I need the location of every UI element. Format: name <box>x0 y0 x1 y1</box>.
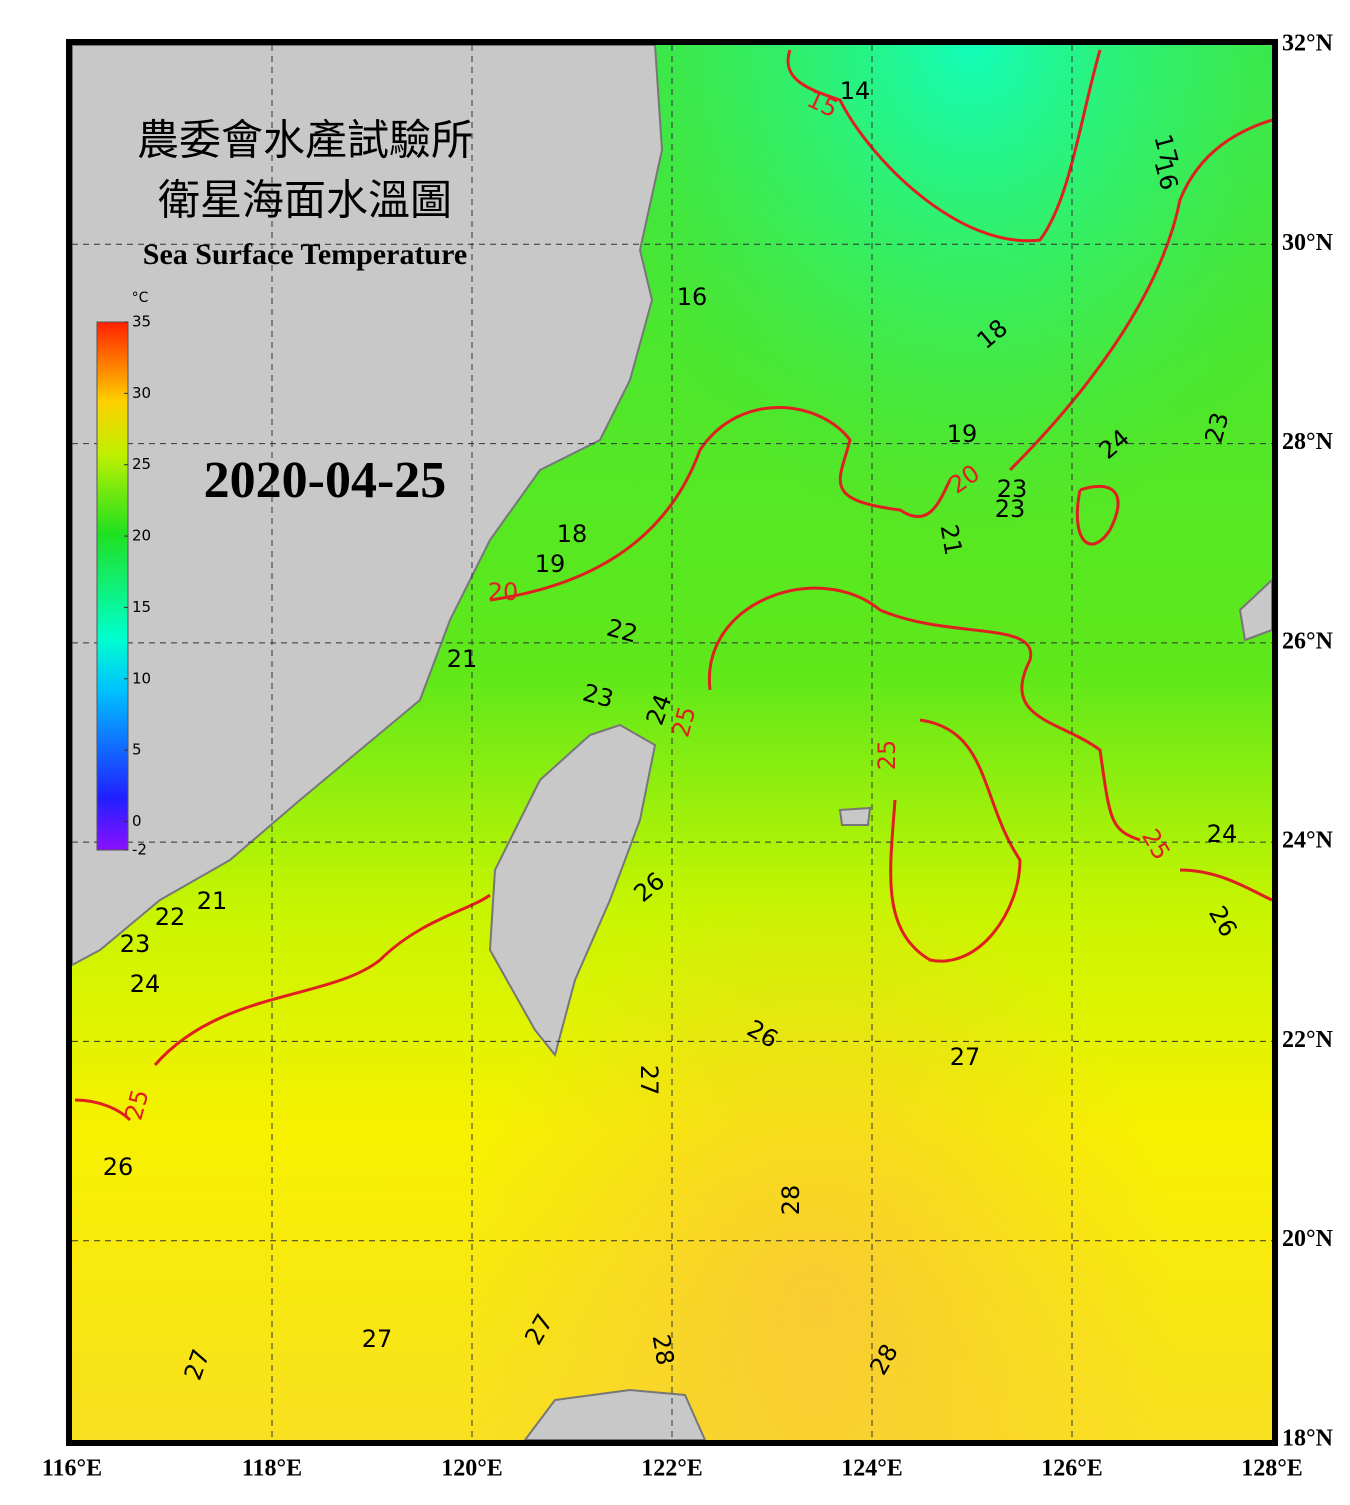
contour-label: 21 <box>447 645 478 673</box>
colorbar-tick-label: -2 <box>132 841 147 859</box>
isotherm <box>1008 118 1272 472</box>
contour-label: 21 <box>197 887 228 915</box>
x-tick-label: 116°E <box>42 1456 102 1482</box>
x-tick-label: 126°E <box>1041 1456 1103 1482</box>
colorbar-tick-label: 10 <box>132 669 151 687</box>
y-tick-label: 32°N <box>1282 31 1334 57</box>
grid <box>72 45 1272 1440</box>
contour-label: 21 <box>935 522 968 557</box>
x-tick-label: 128°E <box>1241 1456 1303 1482</box>
colorbar-tick-label: 0 <box>132 812 142 830</box>
y-tick-label: 30°N <box>1282 230 1334 256</box>
taiwan <box>488 723 657 1058</box>
contour-label: 26 <box>103 1153 134 1181</box>
isotherm <box>74 1098 132 1122</box>
colorbar-tick-label: 25 <box>132 455 151 473</box>
contour-label: 23 <box>120 930 151 958</box>
contour-label: 27 <box>950 1043 981 1071</box>
subtitle: Sea Surface Temperature <box>143 238 467 271</box>
isotherm <box>889 718 1022 963</box>
y-tick-label: 18°N <box>1282 1426 1334 1452</box>
x-tick-label: 122°E <box>641 1456 703 1482</box>
x-tick-label: 120°E <box>441 1456 503 1482</box>
contour-label: 28 <box>777 1185 805 1216</box>
isotherm <box>1179 868 1272 902</box>
colorbar-scale <box>96 321 129 851</box>
contour-label: 28 <box>647 1332 680 1367</box>
map-frame <box>66 39 1278 1446</box>
isotherm <box>489 406 952 602</box>
y-tick-label: 24°N <box>1282 828 1334 854</box>
contour-label: 19 <box>947 420 978 448</box>
isotherm <box>786 49 1102 243</box>
contour-label: 18 <box>557 520 588 548</box>
isotherm <box>708 586 1141 842</box>
title-line: 衛星海面水溫圖 <box>158 179 452 225</box>
colorbar-unit: °C <box>132 290 149 306</box>
y-tick-label: 22°N <box>1282 1027 1334 1053</box>
y-tick-label: 20°N <box>1282 1226 1334 1252</box>
x-tick-label: 124°E <box>841 1456 903 1482</box>
colorbar: -2 0 5 10 15 20 25 30 35 <box>96 313 151 859</box>
contour-label: 27 <box>362 1325 393 1353</box>
contour-label: 22 <box>155 903 186 931</box>
y-tick-label: 26°N <box>1282 628 1334 654</box>
land <box>72 45 1272 1440</box>
island <box>838 806 872 826</box>
contour-label: 24 <box>130 970 161 998</box>
contour-label: 16 <box>677 283 708 311</box>
isotherm <box>153 893 491 1066</box>
contour-label: 14 <box>840 77 871 105</box>
contour-label: 27 <box>635 1065 663 1096</box>
contour-label: 24 <box>1207 820 1238 848</box>
colorbar-tick-label: 15 <box>132 598 151 616</box>
title-line: 農委會水產試驗所 <box>137 118 473 165</box>
contour-label: 23 <box>997 475 1028 503</box>
colorbar-tick-label: 30 <box>132 384 151 402</box>
y-tick-label: 28°N <box>1282 429 1334 455</box>
colorbar-tick-label: 5 <box>132 741 142 759</box>
x-tick-label: 118°E <box>242 1456 302 1482</box>
colorbar-tick-label: 35 <box>132 313 151 331</box>
isotherms-red <box>74 49 1272 1122</box>
colorbar-tick-label: 20 <box>132 527 151 545</box>
island <box>1238 578 1272 642</box>
contour-label: 23 <box>995 495 1026 523</box>
luzon <box>523 1388 707 1440</box>
isotherm <box>1075 484 1120 546</box>
mainland <box>72 45 664 967</box>
contour-label: 19 <box>535 550 566 578</box>
contour-label: 20 <box>488 578 519 606</box>
date: 2020-04-25 <box>204 452 447 509</box>
contour-label: 25 <box>873 740 901 771</box>
